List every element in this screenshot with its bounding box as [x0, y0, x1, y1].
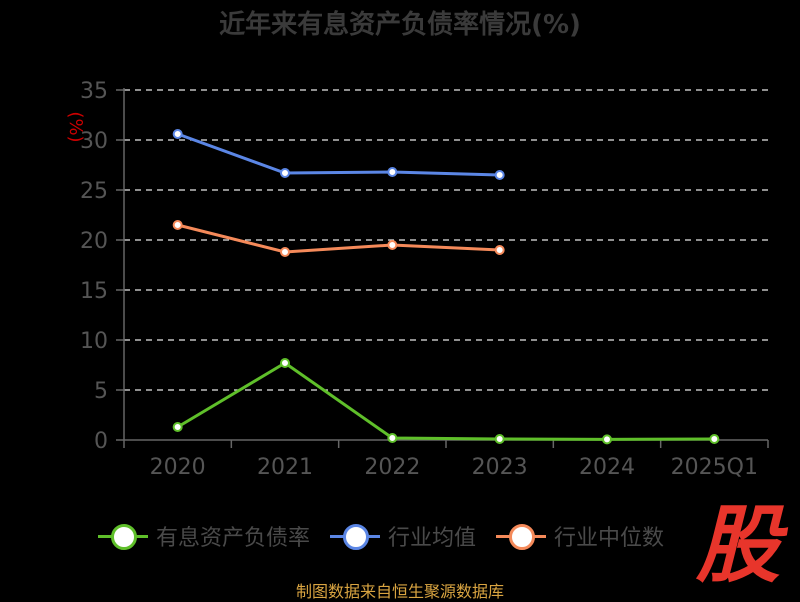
data-point — [172, 129, 183, 139]
x-tick-label: 2025Q1 — [671, 455, 758, 480]
legend-item-industry-median[interactable]: 行业中位数 — [496, 520, 664, 552]
y-tick-label: 35 — [80, 79, 108, 104]
legend-item-interest-bearing-ratio[interactable]: 有息资产负债率 — [98, 520, 310, 552]
legend-label: 行业中位数 — [554, 526, 665, 551]
y-tick-label: 10 — [80, 329, 108, 354]
data-point — [494, 434, 505, 444]
data-point — [387, 240, 398, 250]
data-point — [280, 358, 290, 368]
data-point — [709, 434, 720, 444]
chart-title: 近年来有息资产负债率情况(%) — [219, 10, 581, 40]
data-point — [387, 433, 398, 443]
y-tick-label: 5 — [94, 379, 108, 404]
data-point — [494, 245, 505, 255]
legend-swatch-icon — [496, 524, 547, 550]
chart-legend: 有息资产负债率 行业均值 行业中位数 — [98, 520, 664, 552]
data-point — [172, 422, 183, 432]
legend-dot — [509, 524, 536, 550]
y-tick-label: 0 — [94, 429, 108, 454]
legend-dot — [111, 524, 137, 550]
legend-swatch-icon — [330, 524, 381, 550]
brand-logo-icon: 股 — [695, 496, 780, 594]
data-point — [387, 167, 398, 177]
series-line — [177, 223, 500, 254]
x-tick-label: 2024 — [579, 455, 635, 480]
series-line — [177, 132, 500, 177]
legend-swatch-icon — [98, 524, 148, 550]
data-point — [172, 220, 183, 230]
x-tick-label: 2021 — [257, 455, 313, 480]
y-tick-label: 15 — [80, 279, 108, 304]
data-point — [280, 247, 290, 257]
x-tick-label: 2022 — [364, 455, 420, 480]
data-source-note: 制图数据来自恒生聚源数据库 — [295, 582, 504, 601]
series-line — [176, 361, 715, 441]
legend-label: 有息资产负债率 — [156, 526, 311, 551]
data-point — [494, 170, 505, 180]
y-tick-label: 20 — [80, 229, 108, 254]
y-axis-label: (%) — [65, 111, 86, 142]
y-tick-label: 30 — [80, 129, 108, 154]
y-tick-label: 25 — [80, 179, 108, 204]
x-tick-label: 2023 — [472, 455, 528, 480]
legend-dot — [343, 524, 370, 550]
data-point — [602, 434, 612, 445]
data-point — [280, 168, 290, 178]
legend-item-industry-average[interactable]: 行业均值 — [330, 520, 476, 552]
legend-label: 行业均值 — [388, 526, 477, 551]
x-tick-label: 2020 — [150, 455, 206, 480]
